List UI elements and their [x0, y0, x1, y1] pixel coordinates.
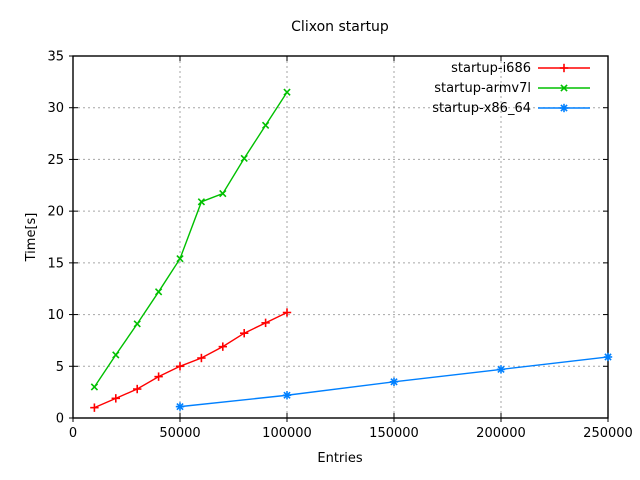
data-series — [90, 88, 613, 412]
data-point-marker — [283, 88, 291, 96]
y-tick-label: 35 — [47, 50, 64, 65]
y-axis-label: Time[s] — [24, 213, 39, 263]
y-tick-label: 25 — [47, 153, 64, 168]
data-point-marker — [176, 402, 184, 411]
data-point-marker — [176, 255, 184, 263]
y-tick-label: 20 — [47, 205, 64, 220]
legend: startup-i686 startup-armv7l startup-x86_64 — [432, 61, 590, 116]
y-tick-labels: 0 5 10 15 20 25 30 35 — [47, 50, 64, 427]
data-point-marker — [133, 320, 141, 328]
x-axis-label: Entries — [317, 451, 363, 466]
x-tick-labels: 0 50000 100000 150000 200000 250000 — [69, 426, 633, 441]
x-tick-label: 100000 — [262, 426, 312, 441]
data-point-marker — [197, 198, 206, 206]
series-startup-x86_64 — [175, 352, 613, 411]
axis-ticks — [69, 55, 609, 422]
y-tick-label: 30 — [47, 101, 64, 116]
y-tick-label: 5 — [56, 360, 64, 375]
data-point-marker — [219, 189, 227, 198]
legend-label: startup-x86_64 — [432, 101, 531, 116]
y-tick-label: 10 — [47, 308, 64, 323]
series-startup-i686 — [90, 308, 292, 412]
data-point-marker — [240, 154, 248, 163]
data-point-marker — [154, 288, 163, 296]
x-tick-label: 0 — [69, 426, 77, 441]
data-point-marker — [112, 351, 120, 359]
data-point-marker — [283, 391, 291, 399]
legend-label: startup-armv7l — [434, 81, 531, 96]
data-point-marker — [560, 84, 568, 92]
series-line — [93, 91, 288, 388]
legend-label: startup-i686 — [451, 61, 531, 76]
y-tick-label: 0 — [56, 412, 64, 427]
data-point-marker — [90, 383, 99, 391]
data-point-marker — [560, 104, 568, 112]
series-startup-armv7l — [90, 88, 291, 391]
series-line — [94, 311, 288, 409]
data-point-marker — [261, 121, 270, 129]
data-point-marker — [390, 378, 398, 386]
x-tick-label: 200000 — [476, 426, 526, 441]
data-point-marker — [497, 365, 505, 374]
plot-border — [72, 55, 609, 419]
x-tick-label: 250000 — [583, 426, 633, 441]
chart-title: Clixon startup — [291, 19, 389, 35]
x-tick-label: 150000 — [369, 426, 419, 441]
data-point-marker — [604, 353, 612, 361]
x-tick-label: 50000 — [159, 426, 200, 441]
y-tick-label: 15 — [47, 256, 64, 271]
